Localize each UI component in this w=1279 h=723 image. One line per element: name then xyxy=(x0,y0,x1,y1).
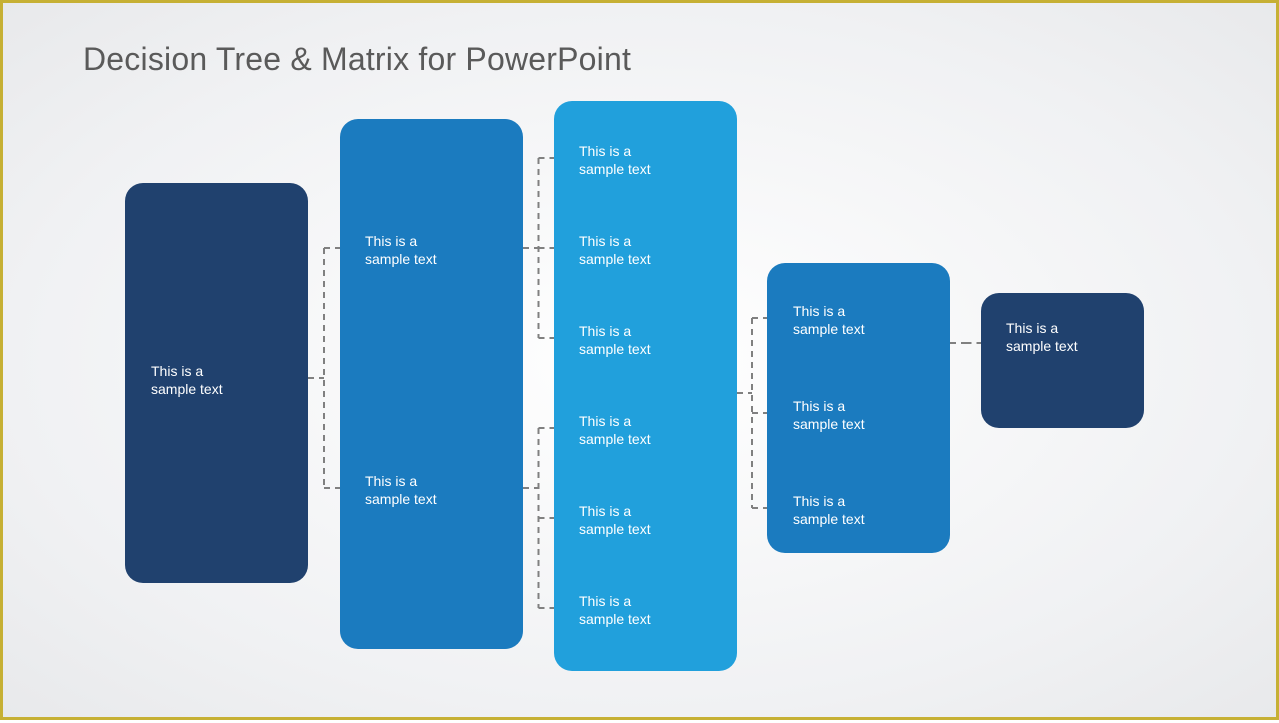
tree-item: This is a sample text xyxy=(365,233,485,268)
diagram-canvas: This is a sample text This is a sample te… xyxy=(3,3,1276,717)
tree-item: This is a sample text xyxy=(793,303,913,338)
tree-item: This is a sample text xyxy=(1006,320,1126,355)
tree-item: This is a sample text xyxy=(579,233,699,268)
tree-item: This is a sample text xyxy=(365,473,485,508)
tree-item: This is a sample text xyxy=(579,413,699,448)
slide-frame: Decision Tree & Matrix for PowerPoint Th… xyxy=(0,0,1279,720)
tree-item: This is a sample text xyxy=(793,493,913,528)
tree-item: This is a sample text xyxy=(579,593,699,628)
tree-item: This is a sample text xyxy=(793,398,913,433)
tree-item: This is a sample text xyxy=(579,323,699,358)
tree-column-2 xyxy=(340,119,523,649)
tree-column-5 xyxy=(981,293,1144,428)
tree-item: This is a sample text xyxy=(151,363,271,398)
tree-item: This is a sample text xyxy=(579,503,699,538)
tree-item: This is a sample text xyxy=(579,143,699,178)
tree-column-3 xyxy=(554,101,737,671)
